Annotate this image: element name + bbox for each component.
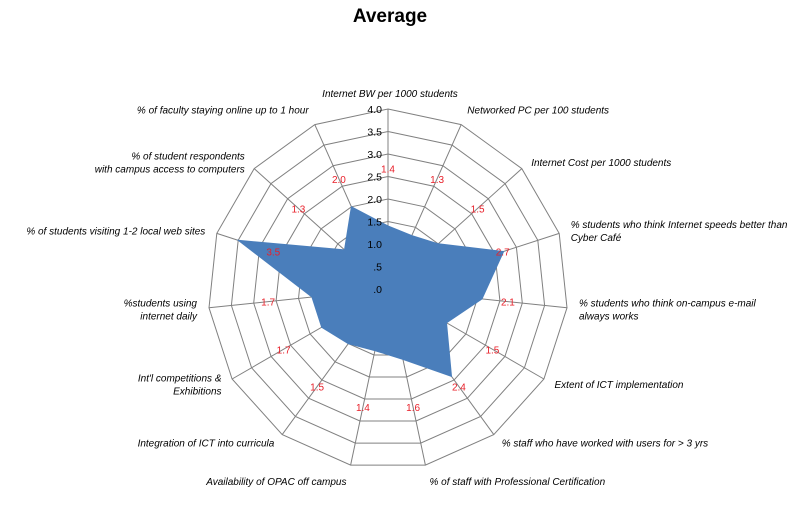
grid-ring (297, 198, 479, 378)
data-label: 2.0 (332, 175, 346, 186)
category-label-line: % of student respondents (131, 151, 244, 162)
category-label-line: % of faculty staying online up to 1 hour (137, 105, 309, 116)
category-label-line: always works (579, 311, 638, 322)
category-label: % staff who have worked with users for >… (502, 439, 708, 450)
series-area (236, 206, 505, 378)
data-label: 2.4 (452, 383, 466, 394)
category-label-line: Availability of OPAC off campus (205, 477, 346, 488)
data-label: 1.6 (406, 403, 420, 414)
category-label: % of student respondents with campus acce… (95, 151, 245, 175)
category-label: %students using internet daily (124, 298, 198, 322)
grid-ring (253, 153, 523, 422)
category-label-line: Internet BW per 1000 students (322, 89, 458, 100)
category-label-line: Extent of ICT implementation (555, 380, 684, 391)
category-label: Networked PC per 100 students (467, 105, 609, 116)
axis-tick-label: 2.0 (367, 194, 382, 206)
category-label: % of students visiting 1-2 local web sit… (26, 226, 205, 237)
category-label-line: % students who think Internet speeds bet… (571, 220, 788, 231)
category-label-line: % students who think on-campus e-mail (579, 298, 757, 309)
data-label: 2.7 (496, 248, 510, 259)
data-label: 1.4 (381, 164, 395, 175)
data-label: 1.7 (261, 298, 275, 309)
category-label: Extent of ICT implementation (555, 380, 684, 391)
category-label-line: with campus access to computers (95, 164, 245, 175)
category-label-line: Integration of ICT into curricula (138, 439, 275, 450)
category-label-line: Int'l competitions & (138, 374, 222, 385)
data-label: 1.5 (485, 345, 499, 356)
axis-tick-label: 1.5 (367, 217, 382, 229)
category-label-line: Cyber Café (571, 233, 622, 244)
category-label-line: Exhibitions (173, 387, 221, 398)
chart-title: Average (352, 6, 428, 27)
axis-tick-label: 2.5 (367, 172, 382, 184)
category-label-line: internet daily (140, 311, 198, 322)
data-label: 1.5 (310, 383, 324, 394)
category-label: % of faculty staying online up to 1 hour (137, 105, 309, 116)
category-label: Int'l competitions & Exhibitions (138, 374, 222, 398)
category-label-line: %students using (124, 298, 198, 309)
axis-tick-label: 3.5 (367, 127, 382, 139)
category-label: % students who think Internet speeds bet… (571, 220, 788, 244)
data-label: 1.3 (291, 204, 305, 215)
category-label: Internet Cost per 1000 students (531, 158, 671, 169)
axis-tick-label: 3.0 (367, 149, 382, 161)
data-label: 1.3 (430, 175, 444, 186)
grid-ring (208, 108, 568, 466)
axis-tick-label: .0 (373, 284, 382, 296)
category-label: Availability of OPAC off campus (205, 477, 346, 488)
category-label: Integration of ICT into curricula (138, 439, 275, 450)
category-label: Internet BW per 1000 students (322, 89, 458, 100)
data-label: 1.4 (356, 403, 370, 414)
category-label-line: % staff who have worked with users for >… (502, 439, 708, 450)
axis-tick-label: .5 (373, 262, 382, 274)
category-label: % students who think on-campus e-mail alw… (579, 298, 757, 322)
axis-tick-label: 4.0 (367, 104, 382, 116)
data-label: 3.5 (266, 248, 280, 259)
category-label-line: Internet Cost per 1000 students (531, 158, 671, 169)
category-label-line: % of staff with Professional Certificati… (430, 477, 606, 488)
data-label: 2.1 (501, 298, 515, 309)
category-label-line: % of students visiting 1-2 local web sit… (26, 226, 205, 237)
category-label: % of staff with Professional Certificati… (430, 477, 606, 488)
data-label: 1.5 (471, 204, 485, 215)
grid-ring (230, 130, 546, 444)
axis-tick-label: 1.0 (367, 239, 382, 251)
data-label: 1.7 (277, 345, 291, 356)
grid-ring (275, 175, 501, 400)
category-label-line: Networked PC per 100 students (467, 105, 609, 116)
